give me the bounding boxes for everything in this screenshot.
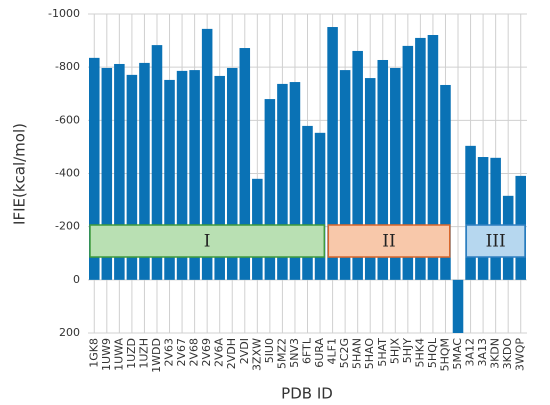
bar [465,145,476,280]
bar [89,57,100,280]
y-tick-label: -200 [55,220,80,233]
bar [214,75,225,280]
x-tick-label: 1UW9 [100,338,113,371]
x-tick-label: 5HK4 [413,338,426,367]
bar [452,279,464,333]
bar [289,82,301,280]
y-tick-label: 0 [73,273,80,286]
group-box [327,224,451,258]
bar [126,74,138,280]
x-tick-label: 2V69 [200,338,213,367]
x-tick-label: 6URA [313,338,326,368]
x-tick-label: 6FTL [301,337,314,364]
y-tick-label: -400 [55,167,80,180]
bar [176,70,188,280]
bar [415,37,426,280]
x-tick-label: 5C2G [338,338,351,368]
x-tick-label: 1UZH [137,338,150,369]
bar [477,157,489,280]
x-tick-label: 5NV3 [288,338,301,368]
x-tick-label: 3ZXW [250,338,263,371]
x-tick-label: 2V63 [163,338,176,367]
bar [440,84,451,280]
group-label: I [204,232,211,252]
x-tick-label: 2V6A [213,338,226,368]
x-tick-label: 5HAT [376,338,389,367]
x-tick-label: 5HAN [351,338,364,369]
x-tick-label: 5HAO [363,338,376,370]
x-tick-label: 4LF1 [326,338,339,364]
bar [264,99,276,280]
x-tick-label: 2VDI [238,338,251,364]
bar [239,48,251,280]
x-tick-label: 2V67 [175,338,188,367]
group-box [89,224,326,258]
group-box [465,224,526,258]
bar [201,28,213,280]
bar [390,67,401,280]
group-label: II [382,232,395,252]
bar [427,35,439,280]
x-axis-label: PDB ID [281,385,333,403]
x-tick-label: 2V68 [188,338,201,367]
bar [189,70,200,280]
bar [352,50,363,280]
x-tick-label: 5MAC [451,338,464,370]
bar [490,157,501,280]
x-tick-label: 5HJY [401,338,414,364]
bar [151,45,163,280]
group-label: III [486,232,506,252]
bar [101,67,113,280]
bar [302,125,313,280]
bar [314,132,326,280]
bar [226,67,238,280]
y-tick-label: 200 [59,326,80,339]
x-tick-label: 5MZ2 [275,338,288,369]
x-tick-label: 3WQP [514,338,527,372]
x-tick-label: 1UWA [112,338,125,371]
bar [327,27,338,280]
y-tick-label: -600 [55,113,80,126]
x-tick-label: 5HJX [388,338,401,365]
x-tick-label: 5IU0 [263,338,276,363]
bar [277,83,288,280]
x-tick-label: 3A12 [464,338,477,367]
bar [402,45,414,280]
bar [139,62,150,280]
x-tick-label: 3KDO [501,338,514,370]
y-axis-label: IFIE(kcal/mol) [11,123,29,225]
x-tick-label: 1GK8 [87,338,100,368]
bar [377,59,389,280]
x-tick-label: 3KDN [489,338,502,369]
y-tick-label: -800 [55,60,80,73]
bar [339,70,351,280]
x-tick-label: 5HQL [426,337,439,368]
bar [164,79,175,280]
x-tick-label: 2VDH [225,338,238,369]
bar [114,63,125,280]
x-tick-label: 1UZD [125,338,138,369]
x-tick-label: 3A13 [476,338,489,367]
y-tick-label: -1000 [48,7,80,20]
x-tick-label: 1WDD [150,338,163,373]
bar [364,78,376,280]
x-tick-label: 5HQM [438,338,451,371]
